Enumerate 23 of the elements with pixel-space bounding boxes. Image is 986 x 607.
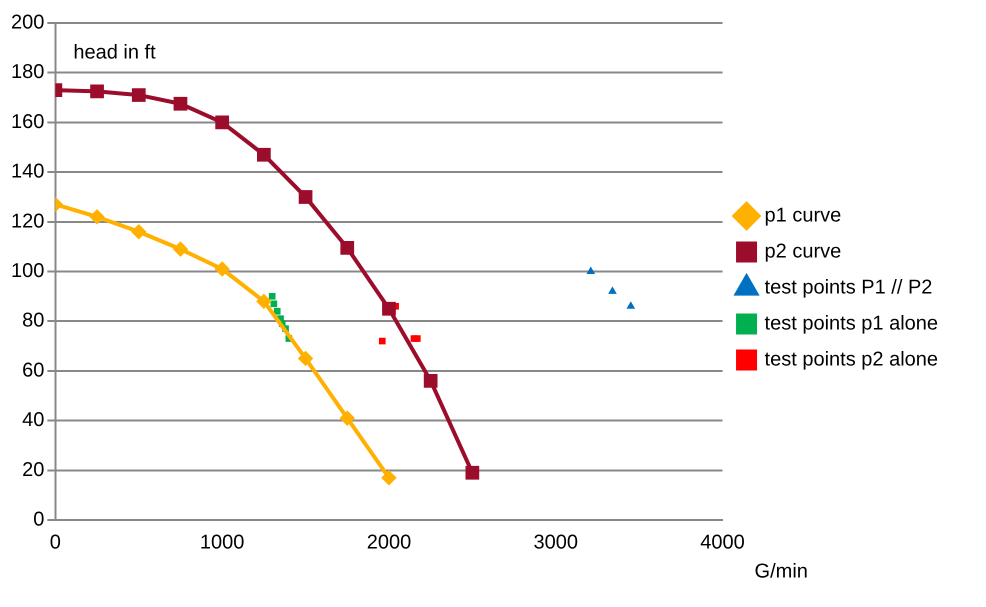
legend-label: test points P1 // P2 bbox=[764, 276, 932, 299]
x-tick-label: 3000 bbox=[534, 532, 578, 554]
y-tick-label: 140 bbox=[10, 160, 44, 183]
y-tick-label: 160 bbox=[10, 110, 44, 133]
x-axis-title: G/min bbox=[754, 560, 808, 583]
legend-label: test points p2 alone bbox=[764, 348, 938, 371]
y-tick-label: 0 bbox=[33, 508, 44, 531]
y-tick-label: 20 bbox=[22, 458, 44, 481]
x-tick-label: 0 bbox=[50, 532, 61, 554]
x-tick-label: 2000 bbox=[366, 532, 412, 554]
y-tick-label: 80 bbox=[22, 310, 44, 332]
legend-label: p1 curve bbox=[764, 204, 842, 227]
y-tick-label: 100 bbox=[10, 260, 44, 282]
y-tick-label: 60 bbox=[22, 359, 44, 382]
y-tick-label: 120 bbox=[10, 210, 44, 232]
x-tick-label: 1000 bbox=[200, 532, 244, 554]
y-axis-title: head in ft bbox=[73, 42, 156, 64]
legend-label: p2 curve bbox=[764, 240, 842, 263]
y-tick-label: 200 bbox=[10, 12, 44, 34]
x-tick-label: 4000 bbox=[700, 532, 745, 554]
legend-label: test points p1 alone bbox=[764, 312, 938, 335]
y-tick-label: 180 bbox=[10, 61, 44, 84]
y-tick-label: 40 bbox=[22, 409, 44, 432]
